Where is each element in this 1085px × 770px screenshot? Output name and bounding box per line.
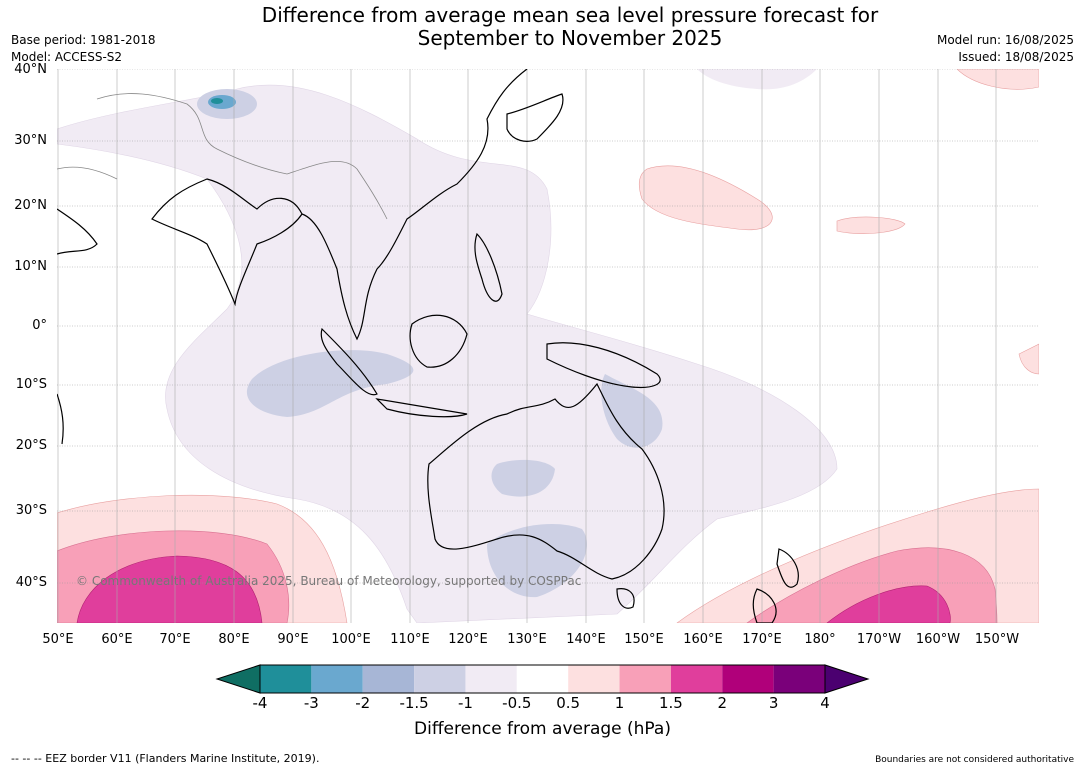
new-zealand-coast <box>752 548 799 623</box>
lat-label-20s: 20°S <box>15 438 47 453</box>
colorbar <box>215 664 870 694</box>
lon-label-110e: 110°E <box>390 632 430 647</box>
model-run: Model run: 16/08/2025 <box>936 33 1074 47</box>
lat-label-10n: 10°N <box>14 259 47 274</box>
colorbar-tick-label: 3 <box>768 694 779 712</box>
borneo-coast <box>409 314 468 368</box>
base-period: Base period: 1981-2018 <box>11 33 156 47</box>
anomaly-region-plus-0-5-c <box>956 69 1039 90</box>
map-title: Difference from average mean sea level p… <box>200 4 940 50</box>
anomaly-region-plus-0-5-d <box>1018 343 1039 375</box>
colorbar-cell <box>619 665 671 693</box>
colorbar-frame <box>259 664 826 694</box>
colorbar-cell <box>516 665 569 693</box>
anomaly-region-minus-1-b <box>601 374 663 448</box>
lon-label-70e: 70°E <box>159 632 191 647</box>
eez-border-note: -- -- -- EEZ border V11 (Flanders Marine… <box>11 752 320 765</box>
india-coast <box>151 178 303 307</box>
anomaly-region-sw-1-5 <box>76 555 263 623</box>
lat-label-10s: 10°S <box>15 377 47 392</box>
lon-label-60e: 60°E <box>101 632 133 647</box>
africa-coast <box>57 393 64 445</box>
colorbar-cell <box>722 665 774 693</box>
colorbar-label: Difference from average (hPa) <box>414 719 671 739</box>
sumatra-coast <box>320 327 378 396</box>
colorbar-cell <box>773 665 825 693</box>
lat-label-30n: 30°N <box>14 133 47 148</box>
japan-coast <box>506 93 564 142</box>
lon-label-100e: 100°E <box>331 632 371 647</box>
australia-coast <box>427 382 665 580</box>
lon-label-140e: 140°E <box>566 632 606 647</box>
country-borders <box>57 93 388 220</box>
lat-label-30s: 30°S <box>15 503 47 518</box>
lon-label-50e: 50°E <box>42 632 74 647</box>
lat-label-equator: 0° <box>32 318 47 333</box>
lon-label-160w: 160°W <box>915 632 961 647</box>
tasmania-coast <box>616 588 635 609</box>
anomaly-region-minus-1-d <box>487 524 587 598</box>
lon-label-170e: 170°E <box>742 632 782 647</box>
lon-label-80e: 80°E <box>218 632 250 647</box>
pressure-anomaly-map <box>57 69 1039 623</box>
anomaly-region-minus-0-5 <box>57 84 838 623</box>
philippines-coast <box>474 232 503 302</box>
lon-label-90e: 90°E <box>277 632 309 647</box>
colorbar-cell <box>568 665 620 693</box>
lon-label-130e: 130°E <box>507 632 547 647</box>
anomaly-region-minus-1-a <box>246 350 414 417</box>
anomaly-region-minus-1-c <box>491 459 555 497</box>
coastlines <box>57 69 799 623</box>
colorbar-tick-label: 4 <box>820 694 830 712</box>
anomaly-region-minus-0-5-top <box>697 69 817 90</box>
asia-coast <box>301 69 528 341</box>
lon-label-120e: 120°E <box>448 632 488 647</box>
anomaly-region-plus-0-5-a <box>638 165 773 231</box>
copyright-note: © Commonwealth of Australia 2025, Bureau… <box>76 574 582 588</box>
java-coast <box>375 398 468 418</box>
meridians <box>57 69 997 623</box>
graticule <box>57 69 1039 584</box>
anomaly-region-se-1-5 <box>826 585 951 623</box>
colorbar-tick-label: -3 <box>303 694 319 712</box>
lat-label-40n: 40°N <box>14 62 47 77</box>
title-line-1: Difference from average mean sea level p… <box>261 3 879 27</box>
colorbar-extend-low <box>215 664 261 694</box>
colorbar-tick-label: -1.5 <box>399 694 429 712</box>
colorbar-tick-label: -0.5 <box>502 694 532 712</box>
map-panel <box>57 69 1039 623</box>
lat-label-40s: 40°S <box>15 575 47 590</box>
colorbar-cell <box>414 665 466 693</box>
lat-label-20n: 20°N <box>14 198 47 213</box>
colorbar-tick-label: 1.5 <box>658 694 683 712</box>
model-name: Model: ACCESS-S2 <box>11 50 123 64</box>
lon-label-150w: 150°W <box>974 632 1020 647</box>
colorbar-cell <box>670 665 723 693</box>
new-guinea-coast <box>546 342 661 389</box>
colorbar-cell <box>311 665 363 693</box>
meta-right: Model run: 16/08/2025 Issued: 18/08/2025 <box>937 32 1074 66</box>
lon-label-180: 180° <box>804 632 836 647</box>
colorbar-tick-label: 2 <box>717 694 728 712</box>
lon-label-170w: 170°W <box>856 632 902 647</box>
colorbar-tick-label: -2 <box>355 694 371 712</box>
issued-date: Issued: 18/08/2025 <box>958 50 1074 64</box>
colorbar-tick-label: -4 <box>252 694 268 712</box>
title-line-2: September to November 2025 <box>417 26 723 50</box>
anomaly-region-plus-0-5-b <box>836 216 906 234</box>
lon-label-160e: 160°E <box>683 632 723 647</box>
colorbar-tick-label: 1 <box>614 694 625 712</box>
colorbar-tick-label: 0.5 <box>556 694 581 712</box>
colorbar-cell <box>362 665 415 693</box>
colorbar-cell <box>260 665 312 693</box>
arabia-coast <box>57 208 98 255</box>
lon-label-150e: 150°E <box>624 632 664 647</box>
colorbar-extend-high <box>824 664 870 694</box>
colorbar-cell <box>465 665 517 693</box>
meta-left: Base period: 1981-2018 Model: ACCESS-S2 <box>11 32 156 66</box>
colorbar-tick-label: -1 <box>457 694 473 712</box>
boundaries-disclaimer: Boundaries are not considered authoritat… <box>875 755 1074 765</box>
